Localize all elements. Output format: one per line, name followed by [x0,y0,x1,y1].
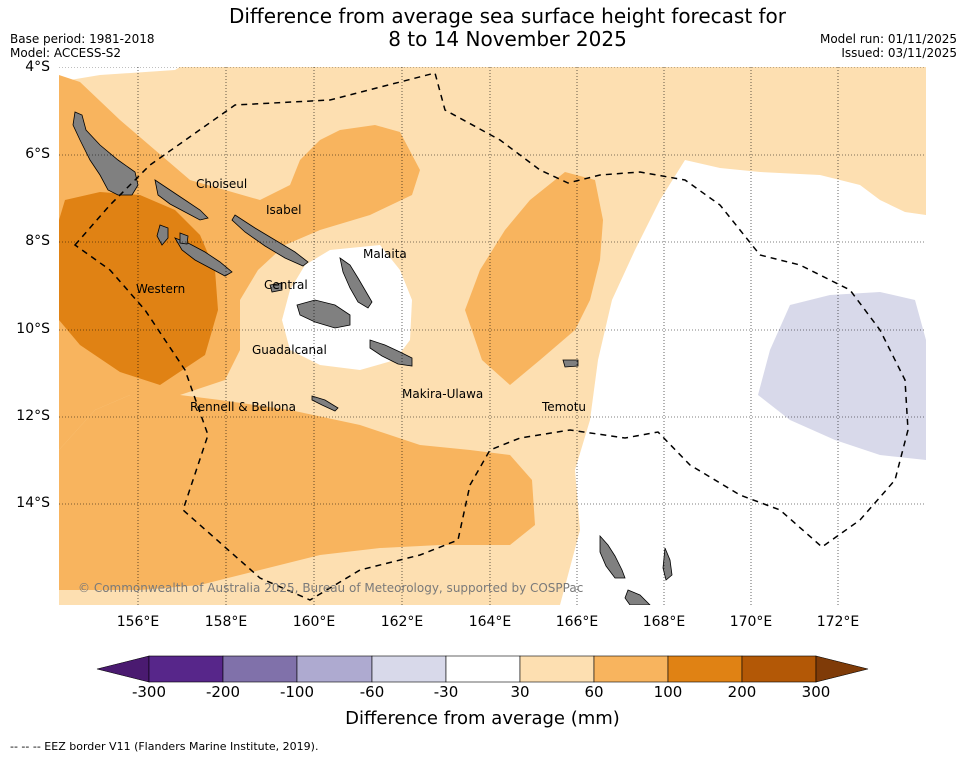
lat-label-12s: 12°S [16,408,50,424]
island-temotu [562,359,579,368]
island-central [269,282,283,293]
graticule [59,67,926,605]
model-run: Model run: 01/11/2025 [819,32,957,46]
colorbar-tick: -60 [359,683,385,701]
island-isabel [231,214,309,267]
lon-label-168e: 168°E [642,614,686,630]
lat-label-10s: 10°S [16,321,50,337]
island-new-georgia [174,237,233,277]
island-choiseul [154,179,209,221]
colorbar-label: Difference from average (mm) [345,708,620,729]
colorbar-tick: 30 [510,683,530,701]
label-rennell-bellona: Rennell & Bellona [190,400,296,414]
colorbar-seg-4 [371,655,447,683]
copyright-text: © Commonwealth of Australia 2025, Bureau… [78,581,583,595]
lon-label-170e: 170°E [729,614,773,630]
lon-label-160e: 160°E [292,614,336,630]
label-western: Western [136,282,185,296]
region-labels: Choiseul Isabel Malaita Western Central … [136,177,586,414]
model-name: Model: ACCESS-S2 [10,46,122,60]
island-vanuatu-south [624,589,651,605]
island-vanuatu-north [599,534,626,579]
colorbar-seg-5 [445,655,521,683]
colorbar-tick: 200 [727,683,757,701]
lon-label-158e: 158°E [204,614,248,630]
label-malaita: Malaita [363,247,407,261]
label-temotu: Temotu [541,400,586,414]
colorbar-seg-7 [593,655,669,683]
eez-borders [73,72,909,601]
colorbar-seg-8 [667,655,743,683]
band-60-100-south [59,395,535,590]
colorbar-tick: -200 [205,683,241,701]
island-makira [369,339,413,367]
colorbar-tick: -100 [279,683,315,701]
island-vanuatu-mid [662,547,673,581]
label-choiseul: Choiseul [196,177,247,191]
lon-label-156e: 156°E [116,614,160,630]
lat-label-14s: 14°S [16,495,50,511]
islands [72,111,673,605]
colorbar-tick: 100 [653,683,683,701]
colorbar-seg-2 [222,655,298,683]
island-kolombangara [179,232,189,245]
negative-region [758,292,926,460]
lat-label-4s: 4°S [25,59,50,75]
island-guadalcanal [296,299,351,329]
lon-label-162e: 162°E [380,614,424,630]
band-60-100-east [465,172,603,385]
island-malaita [339,257,373,309]
label-isabel: Isabel [266,203,301,217]
lat-label-8s: 8°S [25,233,50,249]
island-rennell [311,395,339,412]
title-line-1: Difference from average sea surface heig… [228,4,787,28]
map-area: Choiseul Isabel Malaita Western Central … [59,67,926,605]
lon-label-166e: 166°E [555,614,599,630]
near-normal-east [560,160,926,605]
near-normal-center [282,245,412,370]
colorbar-seg-9 [741,655,817,683]
colorbar-tick: -300 [131,683,167,701]
lat-label-6s: 6°S [25,146,50,162]
colorbar-arrow-low [96,655,150,683]
near-normal-northwest [59,67,180,90]
base-period: Base period: 1981-2018 [10,32,155,46]
colorbar-arrow-high [815,655,869,683]
colorbar-tick: -30 [433,683,459,701]
colorbar-tick: 60 [584,683,604,701]
colorbar [96,655,869,683]
lon-label-172e: 172°E [816,614,860,630]
colorbar-seg-3 [296,655,373,683]
island-vella [156,224,169,246]
colorbar-tick: 300 [801,683,831,701]
issued-date: Issued: 03/11/2025 [841,46,957,60]
label-guadalcanal: Guadalcanal [252,343,327,357]
colorbar-seg-1 [148,655,224,683]
eez-footnote: -- -- -- EEZ border V11 (Flanders Marine… [10,740,319,753]
title-line-2: 8 to 14 November 2025 [388,27,627,51]
island-bougainville [72,111,139,196]
label-central: Central [264,278,308,292]
colorbar-seg-6 [519,655,595,683]
lon-label-164e: 164°E [468,614,512,630]
eez-solomon [73,72,909,601]
label-makira-ulawa: Makira-Ulawa [402,387,483,401]
